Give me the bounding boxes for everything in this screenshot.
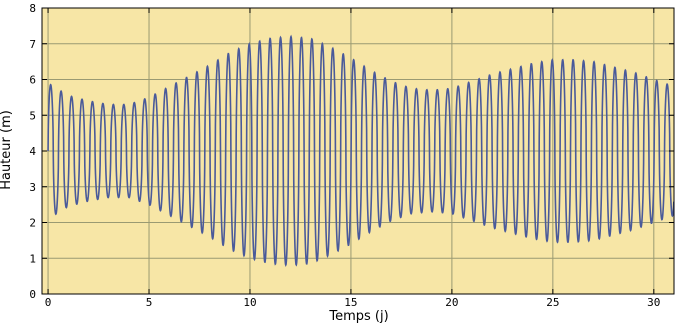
x-axis-label: Temps (j)	[328, 309, 388, 324]
x-tick-label: 15	[344, 296, 357, 309]
y-axis-tick-labels: 0 1 2 3 4 5 6 7 8	[29, 2, 674, 301]
x-tick-label: 30	[647, 296, 660, 309]
y-tick-label: 7	[29, 38, 36, 51]
y-tick-label: 3	[29, 181, 36, 194]
x-tick-label: 25	[546, 296, 559, 309]
y-tick-label: 5	[29, 109, 36, 122]
y-tick-label: 2	[29, 217, 36, 230]
y-tick-label: 1	[29, 252, 36, 265]
y-tick-label: 0	[29, 288, 36, 301]
y-tick-label: 4	[29, 145, 36, 158]
x-tick-label: 5	[146, 296, 153, 309]
x-tick-label: 20	[445, 296, 458, 309]
height-series-line	[47, 34, 674, 268]
x-tick-label: 0	[45, 296, 52, 309]
x-axis-tick-labels: 0 5 10 15 20 25 30	[45, 8, 660, 309]
x-tick-label: 10	[243, 296, 256, 309]
y-tick-label: 6	[29, 74, 36, 87]
y-tick-label: 8	[29, 2, 36, 15]
y-axis-label: Hauteur (m)	[0, 110, 14, 190]
series-path	[47, 34, 674, 268]
